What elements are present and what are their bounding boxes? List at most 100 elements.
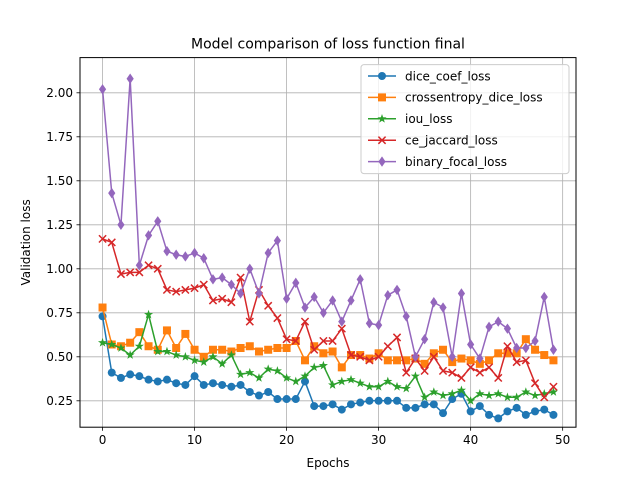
legend-label: dice_coef_loss [405, 69, 491, 83]
data-point [126, 73, 134, 84]
x-tick-label: 0 [99, 433, 107, 447]
data-point [457, 288, 466, 299]
data-point [447, 388, 457, 398]
data-point [494, 349, 503, 358]
x-tick-label: 20 [279, 433, 294, 447]
data-point [549, 382, 558, 391]
data-point [383, 376, 393, 386]
data-point [530, 390, 540, 400]
data-point [236, 380, 245, 389]
x-tick-label: 30 [371, 433, 386, 447]
data-point [512, 392, 522, 402]
data-point [190, 355, 200, 365]
data-point [282, 373, 292, 382]
data-point [209, 274, 217, 285]
data-point [245, 388, 254, 396]
data-point [475, 359, 484, 368]
y-tick-label: 0.75 [46, 306, 73, 320]
x-axis-label: Epochs [307, 456, 350, 470]
data-point [282, 293, 291, 304]
data-point [143, 309, 154, 319]
data-point [227, 382, 236, 391]
data-point [420, 359, 429, 368]
legend-box [360, 64, 570, 175]
series-binary_focal_loss [98, 73, 558, 364]
series-ce_jaccard_loss [98, 234, 558, 402]
data-point [484, 390, 494, 400]
data-point [448, 351, 456, 362]
data-point [282, 335, 291, 344]
data-point [512, 403, 521, 412]
data-point [171, 350, 181, 359]
data-point [108, 187, 116, 199]
data-point [172, 287, 181, 296]
data-point [410, 371, 420, 381]
data-point [264, 301, 273, 310]
data-point [485, 410, 494, 419]
y-axis-label: Validation loss [19, 199, 33, 285]
data-point [291, 395, 300, 404]
data-point [292, 277, 300, 289]
data-point [337, 376, 347, 386]
data-point [393, 284, 401, 296]
data-point [393, 396, 402, 405]
data-point [549, 356, 558, 365]
data-point [291, 376, 301, 386]
data-point [328, 400, 337, 409]
data-point [328, 336, 337, 346]
data-point [98, 84, 107, 95]
data-point [135, 328, 144, 337]
data-point [549, 344, 558, 355]
x-tick-label: 40 [463, 433, 478, 447]
data-point [420, 400, 429, 409]
data-point [402, 311, 410, 322]
data-point [457, 354, 466, 363]
data-point [374, 349, 383, 358]
data-point [254, 373, 264, 382]
data-point [273, 395, 282, 404]
data-point [356, 274, 364, 285]
chart-title: Model comparison of loss function final [191, 37, 465, 53]
data-point [199, 352, 208, 361]
data-point [319, 349, 328, 358]
data-point [126, 268, 135, 277]
data-point [218, 272, 226, 283]
data-point [448, 395, 457, 404]
data-point [503, 342, 512, 351]
data-point [438, 366, 448, 376]
data-point [272, 366, 282, 375]
data-point [485, 356, 494, 365]
data-point [411, 403, 420, 412]
data-point [126, 370, 135, 379]
data-point [429, 387, 439, 396]
data-point [300, 356, 309, 365]
data-point [439, 409, 448, 418]
data-point [264, 345, 273, 354]
y-tick-label: 1.25 [46, 218, 73, 232]
legend-label: iou_loss [405, 112, 452, 126]
data-point [429, 352, 438, 361]
data-point [540, 291, 548, 303]
legend-label: ce_jaccard_loss [405, 134, 498, 148]
data-point [245, 342, 254, 351]
data-point [107, 339, 117, 349]
data-point [438, 390, 448, 400]
y-tick-label: 1.50 [46, 174, 73, 188]
data-point [402, 356, 411, 365]
data-point [365, 354, 374, 363]
data-point [485, 321, 493, 333]
data-point [282, 395, 291, 404]
data-point [430, 297, 438, 308]
data-point [503, 407, 512, 416]
data-point [190, 345, 199, 354]
data-point [466, 363, 475, 372]
data-point [337, 363, 346, 372]
data-point [116, 343, 126, 352]
data-point [300, 371, 310, 381]
data-point [513, 342, 521, 354]
data-point [346, 374, 356, 384]
data-point [503, 349, 512, 358]
grid [80, 57, 576, 428]
data-point [199, 380, 208, 389]
